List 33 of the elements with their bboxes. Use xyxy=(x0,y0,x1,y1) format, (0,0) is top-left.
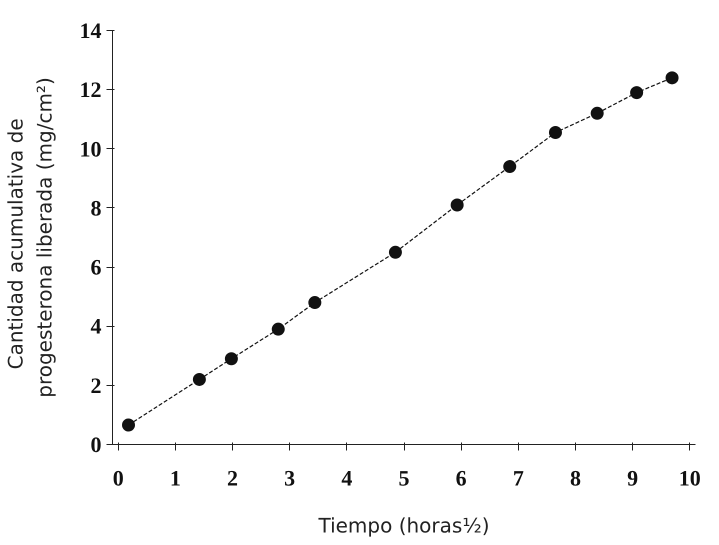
point xyxy=(503,160,516,174)
point xyxy=(308,296,322,310)
x-tick-label: 5 xyxy=(398,466,410,490)
point xyxy=(450,198,464,212)
x-tick-label: 0 xyxy=(112,466,124,490)
point xyxy=(224,352,238,366)
y-axis-title: Cantidad acumulativa de progesterona liberada (mg/cm²) xyxy=(4,77,56,398)
y-tick-label: 6 xyxy=(90,254,102,280)
x-tick-label: 1 xyxy=(170,466,181,490)
x-tick-label: 7 xyxy=(512,466,524,490)
x-tick-label: 3 xyxy=(284,466,296,490)
x-tick-label: 10 xyxy=(678,466,701,490)
y-tick-label: 10 xyxy=(80,136,102,162)
point xyxy=(590,106,604,120)
x-tick-label: 6 xyxy=(456,466,467,490)
point xyxy=(630,86,644,100)
x-axis-title: Tiempo (horas½) xyxy=(317,514,490,538)
point xyxy=(666,71,679,84)
point xyxy=(122,418,136,432)
y-tick-label: 4 xyxy=(90,314,102,339)
x-tick-label: 2 xyxy=(227,466,238,490)
y-tick-label: 2 xyxy=(90,372,102,398)
point xyxy=(548,126,562,140)
y-tick-label: 12 xyxy=(80,77,102,102)
x-tick-label: 8 xyxy=(570,466,581,490)
point xyxy=(272,322,285,336)
x-tick-label: 4 xyxy=(341,466,352,490)
y-tick-label: 8 xyxy=(90,195,102,220)
y-tick-label: 14 xyxy=(80,18,102,43)
x-tick-label: 9 xyxy=(627,466,638,490)
point xyxy=(192,372,206,386)
point xyxy=(388,246,402,259)
y-tick-label: 0 xyxy=(90,432,102,457)
